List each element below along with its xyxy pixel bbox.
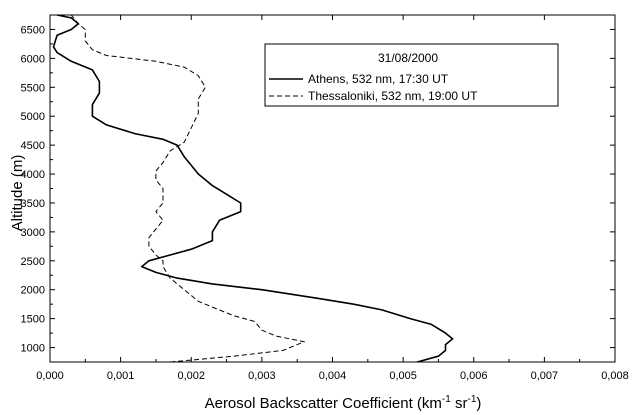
- x-tick-label-4: 0,004: [319, 370, 347, 382]
- y-axis-title: Altitude (m): [9, 155, 26, 232]
- x-tick-label-5: 0,005: [389, 370, 417, 382]
- x-axis-title-mid: sr: [451, 395, 468, 412]
- x-tick-label-0: 0,000: [36, 370, 64, 382]
- series-line-0: [52, 15, 454, 362]
- series-line-1: [70, 15, 305, 362]
- x-tick-label-1: 0,001: [107, 370, 135, 382]
- y-tick-label-4: 3000: [21, 227, 45, 239]
- x-axis-title-main: Aerosol Backscatter Coefficient (km: [205, 395, 442, 412]
- y-tick-label-5: 3500: [21, 198, 45, 210]
- x-tick-label-8: 0,008: [601, 370, 629, 382]
- y-tick-label-0: 1000: [21, 343, 45, 355]
- y-tick-label-8: 5000: [21, 111, 45, 123]
- x-axis-title-sup2: -1: [467, 394, 476, 405]
- y-tick-label-10: 6000: [21, 53, 45, 65]
- y-tick-label-6: 4000: [21, 169, 45, 181]
- x-axis-title-end: ): [476, 395, 481, 412]
- x-tick-label-2: 0,002: [177, 370, 205, 382]
- y-tick-label-1: 1500: [21, 314, 45, 326]
- legend: 31/08/2000 Athens, 532 nm, 17:30 UT Thes…: [264, 43, 559, 107]
- x-axis-title: Aerosol Backscatter Coefficient (km-1 sr…: [205, 394, 482, 412]
- x-tick-label-6: 0,006: [460, 370, 488, 382]
- x-axis-title-sup1: -1: [442, 394, 451, 405]
- legend-label-thessaloniki: Thessaloniki, 532 nm, 19:00 UT: [308, 89, 478, 103]
- x-tick-label-7: 0,007: [531, 370, 559, 382]
- legend-box: [264, 43, 559, 107]
- y-tick-label-2: 2000: [21, 285, 45, 297]
- x-tick-label-3: 0,003: [248, 370, 276, 382]
- y-tick-label-9: 5500: [21, 82, 45, 94]
- y-tick-label-3: 2500: [21, 256, 45, 268]
- legend-label-athens: Athens, 532 nm, 17:30 UT: [308, 72, 449, 86]
- y-tick-label-7: 4500: [21, 140, 45, 152]
- plot-area: 0,000 0,001 0,002 0,003 0,004 0,005 0,006 0,007…: [21, 14, 629, 382]
- legend-title: 31/08/2000: [378, 51, 438, 65]
- y-tick-label-11: 6500: [21, 24, 45, 36]
